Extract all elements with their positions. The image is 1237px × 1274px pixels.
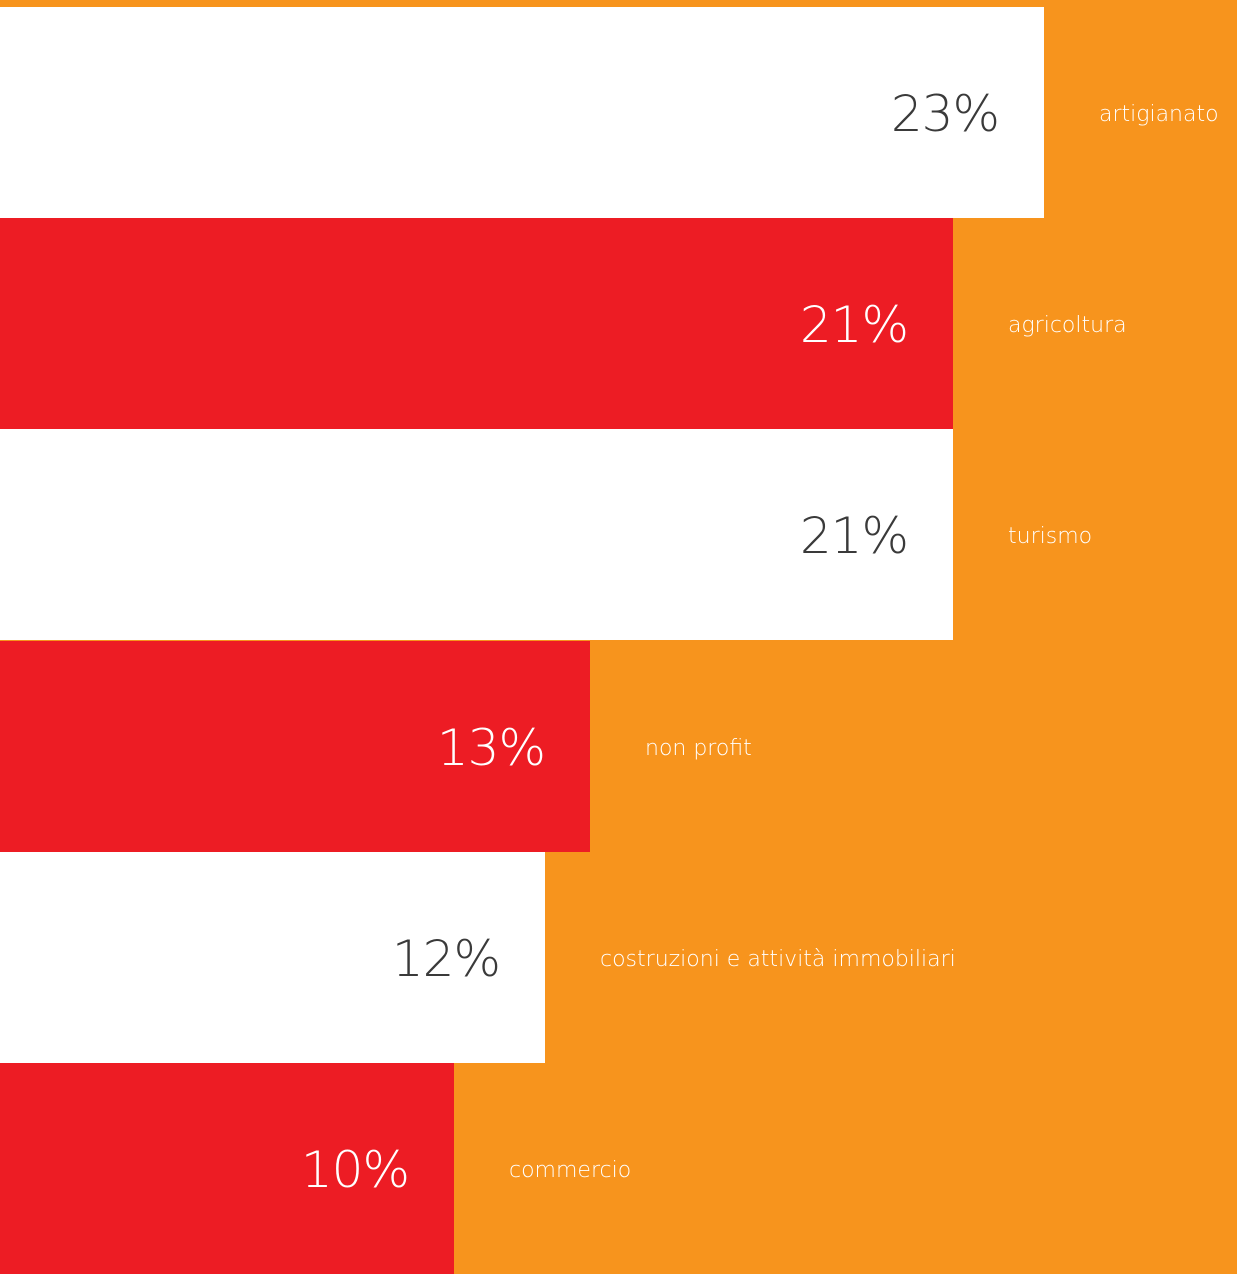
bar-commercio [0,1063,454,1274]
category-label: turismo [1008,524,1093,549]
bar-value-label: 21% [799,296,909,354]
bar-value-label: 10% [300,1141,410,1199]
bar-non-profit [0,641,590,852]
category-label: agricoltura [1008,313,1127,338]
bar-turismo [0,429,953,640]
bar-value-label: 13% [436,719,546,777]
bar-artigianato [0,7,1044,218]
bar-costruzioni-e-attivit-immobiliari [0,852,545,1063]
bar-value-label: 23% [890,85,1000,143]
bar-value-label: 12% [391,930,501,988]
bar-agricoltura [0,218,953,429]
category-label: commercio [509,1158,632,1183]
category-label: non profit [645,736,752,761]
category-label: costruzioni e attività immobiliari [600,947,956,972]
category-label: artigianato [1099,102,1219,127]
bar-value-label: 21% [799,507,909,565]
